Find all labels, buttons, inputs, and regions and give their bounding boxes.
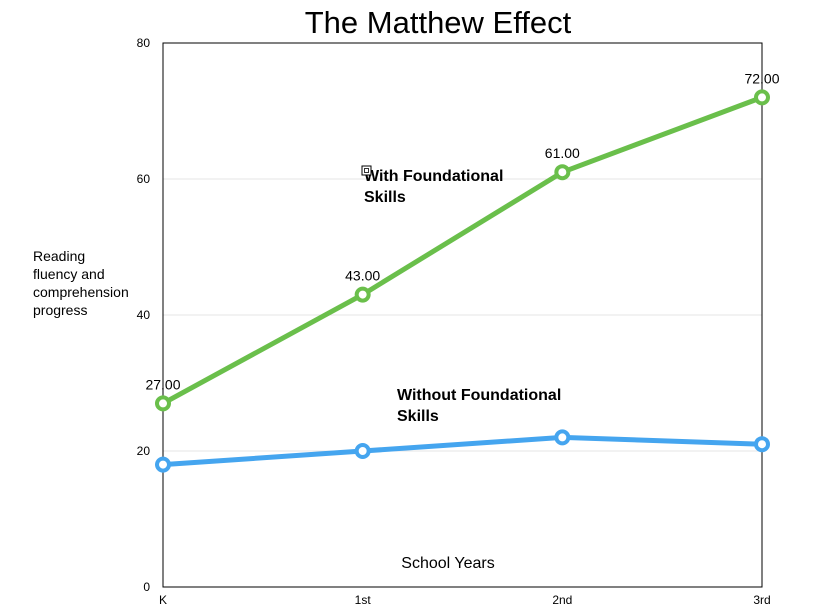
data-label: 27.00 <box>145 376 180 392</box>
x-tick-label: 3rd <box>753 593 770 607</box>
y-axis-label-line: progress <box>33 302 88 318</box>
x-tick-label: K <box>159 593 167 607</box>
data-point[interactable] <box>155 456 171 473</box>
x-tick-label: 2nd <box>552 593 572 607</box>
data-point[interactable] <box>155 395 171 412</box>
data-label: 43.00 <box>345 268 380 284</box>
annotation-with-skills-line1: With Foundational <box>364 168 503 185</box>
data-label: 61.00 <box>545 145 580 161</box>
series-line <box>160 434 765 468</box>
data-point[interactable] <box>754 436 770 453</box>
y-axis-label-line: Reading <box>33 248 86 264</box>
data-label: 72.00 <box>744 70 779 86</box>
x-tick-label: 1st <box>355 593 372 607</box>
chart-title: The Matthew Effect <box>305 5 572 40</box>
x-axis-label: School Years <box>401 555 494 572</box>
data-point[interactable] <box>754 89 770 106</box>
plot-frame <box>162 42 763 588</box>
data-point[interactable] <box>354 286 371 303</box>
annotation-without-skills-line2: Skills <box>397 408 439 425</box>
data-point[interactable] <box>554 429 571 446</box>
annotation-without-skills-line1: Without Foundational <box>397 387 561 404</box>
selection-handle-inner-icon <box>364 168 369 173</box>
y-axis-label: Reading fluency and comprehension progre… <box>33 247 153 319</box>
y-axis-label-line: fluency and <box>33 266 105 282</box>
y-axis-label-line: comprehension <box>33 284 129 300</box>
data-point[interactable] <box>354 443 371 459</box>
y-tick-label: 60 <box>137 172 151 186</box>
data-point[interactable] <box>554 164 571 181</box>
y-tick-label: 80 <box>137 36 151 50</box>
y-tick-label: 20 <box>137 444 151 458</box>
y-tick-label: 0 <box>143 580 150 594</box>
y-tick-label: 40 <box>137 308 151 322</box>
selection-handle-icon[interactable] <box>361 165 372 176</box>
series-line <box>160 94 765 406</box>
annotation-with-skills-line2: Skills <box>364 189 406 206</box>
